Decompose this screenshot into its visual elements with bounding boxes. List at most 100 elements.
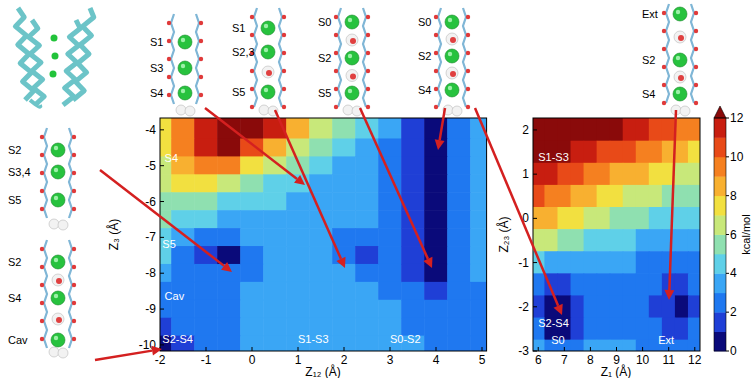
heat-cell: [597, 118, 611, 141]
heat-cell: [447, 246, 471, 265]
state-label: Cav: [165, 290, 185, 302]
ion-highlight: [54, 294, 58, 298]
water: [52, 313, 64, 325]
heat-cell: [544, 118, 558, 141]
arrow-head: [221, 262, 232, 272]
water: [674, 31, 686, 43]
carbonyl-oxygen: [466, 105, 470, 109]
heat-cell: [240, 300, 264, 319]
heat-cell: [649, 251, 663, 274]
heat-cell: [309, 156, 333, 175]
heat-cell: [636, 141, 650, 164]
carbonyl-oxygen: [199, 93, 203, 97]
heat-cell: [675, 207, 689, 230]
heat-cell: [160, 118, 172, 139]
state-label: S5: [162, 238, 175, 250]
arrow-head: [423, 257, 432, 268]
heat-cell: [378, 264, 402, 283]
loop: [30, 100, 40, 107]
heat-cell: [610, 163, 624, 186]
heat-cell: [240, 336, 264, 351]
ion: [345, 51, 359, 65]
colorbar-segment: [714, 312, 726, 332]
water-oxygen: [266, 70, 272, 76]
heat-cell: [675, 340, 689, 351]
heat-cell: [286, 118, 310, 139]
heat-cell: [217, 156, 241, 175]
heat-cell: [623, 251, 637, 274]
heat-cell: [597, 251, 611, 274]
heat-cell: [263, 336, 287, 351]
backbone: [69, 240, 72, 348]
backbone: [69, 128, 72, 218]
colorbar-tick-label: 12: [730, 111, 744, 125]
colorbar-tick: [726, 351, 729, 352]
carbonyl-oxygen: [434, 33, 438, 37]
filter-structure: [334, 8, 370, 116]
heat-cell: [194, 174, 218, 193]
heat-cell: [675, 118, 689, 141]
ion: [178, 61, 192, 75]
y-tick-label: -2: [518, 300, 529, 314]
carbonyl-oxygen: [466, 33, 470, 37]
heat-cell: [286, 228, 310, 247]
carbonyl-oxygen: [694, 83, 698, 87]
colorbar-segment: [714, 176, 726, 196]
heat-cell: [610, 118, 624, 141]
ion: [51, 255, 65, 269]
heat-cell: [597, 185, 611, 208]
arrow-shaft: [275, 110, 341, 259]
site-label: S3,4: [8, 166, 31, 178]
carbonyl-oxygen: [662, 29, 666, 33]
heat-cell: [424, 318, 448, 337]
heat-cell: [194, 246, 218, 265]
carbonyl-oxygen: [72, 207, 76, 211]
helix: [63, 20, 80, 105]
colorbar-tick-label: 0: [730, 344, 737, 358]
heat-cell: [355, 264, 379, 283]
carbonyl-oxygen: [366, 69, 370, 73]
heat-cell: [688, 340, 700, 351]
carbonyl-oxygen: [282, 33, 286, 37]
heat-cell: [610, 229, 624, 252]
colorbar-segment: [714, 157, 726, 177]
colorbar-segment: [714, 235, 726, 255]
backbone: [196, 14, 199, 104]
heat-cell: [623, 229, 637, 252]
site-label: S2: [642, 54, 655, 66]
filter-structure: [40, 240, 76, 358]
heat-cell: [688, 295, 700, 318]
heat-cell: [401, 300, 425, 319]
filter-structure: [434, 8, 470, 116]
heat-cell: [610, 251, 624, 274]
heat-cell: [263, 156, 287, 175]
water-oxygen: [56, 317, 62, 323]
colorbar-segment: [714, 273, 726, 293]
site-label: S5: [8, 194, 21, 206]
ion-highlight: [264, 24, 268, 28]
colorbar-segment: [714, 215, 726, 235]
heat-cell: [557, 207, 571, 230]
ion: [51, 165, 65, 179]
carbonyl-oxygen: [334, 87, 338, 91]
carbonyl-oxygen: [366, 15, 370, 19]
heat-cell: [447, 336, 471, 351]
arrow: [435, 108, 445, 150]
heat-cell: [263, 192, 287, 211]
backbone: [44, 240, 47, 348]
ion: [51, 35, 58, 42]
heat-cell: [610, 207, 624, 230]
heat-cell: [597, 340, 611, 351]
heat-cell: [470, 300, 486, 319]
heat-cell: [688, 141, 700, 164]
ion-highlight: [448, 52, 452, 56]
y-tick-label: -9: [145, 302, 156, 316]
heat-cell: [217, 138, 241, 157]
arrow-head: [435, 139, 445, 150]
colorbar-segment: [714, 332, 726, 352]
y-tick: [533, 306, 537, 307]
carbonyl-oxygen: [72, 153, 76, 157]
y-tick-label: -5: [145, 159, 156, 173]
heat-cell: [584, 163, 598, 186]
heat-cell: [675, 273, 689, 296]
